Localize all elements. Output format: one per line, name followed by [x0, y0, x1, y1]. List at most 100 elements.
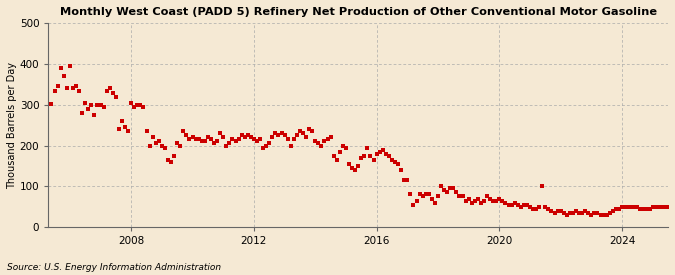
Point	[147, 135, 158, 140]
Point	[95, 103, 106, 107]
Point	[632, 204, 643, 209]
Point	[528, 207, 539, 211]
Point	[445, 186, 456, 191]
Point	[669, 204, 675, 209]
Point	[393, 162, 404, 166]
Point	[608, 208, 618, 213]
Point	[344, 162, 354, 166]
Point	[169, 153, 180, 158]
Point	[568, 211, 578, 215]
Point	[540, 204, 551, 209]
Point	[377, 147, 388, 152]
Point	[325, 135, 336, 140]
Point	[381, 152, 392, 156]
Title: Monthly West Coast (PADD 5) Refinery Net Production of Other Conventional Motor : Monthly West Coast (PADD 5) Refinery Net…	[59, 7, 657, 17]
Point	[111, 94, 122, 99]
Point	[601, 213, 612, 217]
Point	[138, 104, 149, 109]
Point	[270, 131, 281, 136]
Point	[144, 143, 155, 148]
Point	[190, 137, 201, 142]
Point	[248, 137, 259, 142]
Point	[209, 141, 219, 146]
Point	[653, 204, 664, 209]
Point	[159, 145, 170, 150]
Point	[500, 200, 511, 205]
Point	[61, 86, 72, 91]
Point	[233, 137, 244, 142]
Point	[288, 137, 299, 142]
Point	[221, 143, 232, 148]
Point	[439, 188, 450, 192]
Point	[119, 125, 130, 130]
Point	[353, 164, 364, 168]
Point	[451, 190, 462, 195]
Point	[543, 207, 554, 211]
Point	[408, 202, 418, 207]
Point	[46, 102, 57, 106]
Point	[620, 204, 630, 209]
Point	[199, 139, 210, 144]
Point	[405, 192, 416, 197]
Point	[454, 194, 465, 199]
Point	[264, 141, 275, 146]
Point	[604, 211, 615, 215]
Point	[546, 208, 557, 213]
Point	[448, 186, 459, 191]
Point	[230, 139, 241, 144]
Point	[562, 213, 572, 217]
Point	[549, 211, 560, 215]
Point	[258, 145, 269, 150]
Point	[672, 207, 675, 211]
Point	[491, 198, 502, 203]
Point	[433, 194, 443, 199]
Point	[570, 208, 581, 213]
Point	[623, 204, 634, 209]
Point	[402, 178, 412, 182]
Point	[163, 158, 173, 162]
Point	[531, 207, 541, 211]
Point	[598, 213, 609, 217]
Point	[556, 208, 566, 213]
Point	[503, 202, 514, 207]
Point	[576, 211, 587, 215]
Point	[362, 145, 373, 150]
Text: Source: U.S. Energy Information Administration: Source: U.S. Energy Information Administ…	[7, 263, 221, 272]
Point	[651, 204, 661, 209]
Point	[218, 135, 229, 140]
Point	[657, 204, 668, 209]
Point	[77, 111, 88, 115]
Point	[457, 194, 468, 199]
Point	[610, 207, 621, 211]
Point	[331, 158, 342, 162]
Point	[647, 204, 658, 209]
Point	[389, 160, 400, 164]
Point	[414, 192, 425, 197]
Point	[286, 143, 296, 148]
Point	[509, 200, 520, 205]
Point	[522, 202, 533, 207]
Point	[638, 207, 649, 211]
Point	[224, 141, 235, 146]
Point	[512, 202, 523, 207]
Point	[246, 135, 256, 140]
Point	[153, 139, 164, 144]
Point	[113, 127, 124, 131]
Point	[383, 153, 394, 158]
Point	[300, 135, 311, 140]
Point	[58, 74, 69, 78]
Point	[564, 211, 575, 215]
Point	[441, 190, 452, 195]
Point	[132, 103, 142, 107]
Point	[83, 107, 94, 111]
Point	[368, 158, 379, 162]
Point	[494, 196, 505, 201]
Point	[475, 200, 486, 205]
Point	[49, 88, 60, 93]
Point	[117, 119, 128, 123]
Point	[206, 137, 217, 142]
Point	[356, 156, 367, 160]
Point	[518, 202, 529, 207]
Point	[86, 103, 97, 107]
Point	[524, 204, 535, 209]
